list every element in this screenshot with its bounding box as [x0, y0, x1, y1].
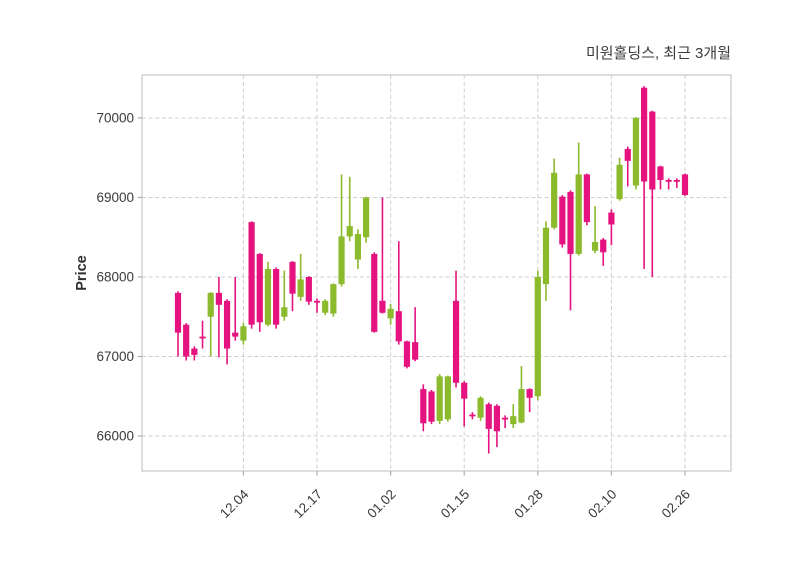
candle [542, 221, 550, 301]
candle [485, 402, 492, 454]
candle [510, 404, 517, 429]
candle [608, 209, 615, 246]
candle [362, 196, 370, 243]
candle [264, 261, 272, 327]
candle [232, 276, 239, 341]
candle [477, 396, 484, 421]
candle [354, 229, 362, 270]
y-tick-label: 68000 [96, 269, 134, 284]
y-tick-label: 70000 [96, 110, 134, 125]
candle [313, 298, 321, 313]
x-tick-label: 01.15 [438, 487, 473, 522]
candle [649, 110, 656, 277]
candle [273, 267, 280, 329]
candle [240, 323, 247, 345]
y-axis-title: Price [74, 255, 90, 290]
x-tick-label: 01.28 [511, 487, 546, 522]
y-tick-label: 67000 [96, 349, 134, 364]
candle [444, 375, 451, 422]
candle [387, 304, 394, 325]
candle [567, 190, 574, 311]
x-tick-label: 12.17 [291, 487, 326, 522]
x-tick-label: 01.02 [364, 487, 399, 522]
y-tick-label: 69000 [96, 190, 134, 205]
candle [526, 388, 533, 413]
candle [461, 381, 468, 427]
x-tick-label: 02.26 [659, 487, 694, 522]
candle [183, 323, 190, 361]
candle [665, 178, 672, 190]
candle [657, 165, 664, 190]
candle [346, 176, 353, 242]
axes: 66000 67000 68000 69000 70000 12.04 12.17 01.02… [96, 110, 693, 521]
candle [395, 241, 402, 345]
candle [624, 146, 631, 187]
candle [501, 415, 509, 429]
plot-frame [141, 74, 732, 472]
candle [281, 270, 288, 321]
candle [174, 291, 182, 357]
candle [591, 206, 599, 254]
candle [403, 340, 411, 369]
candle [428, 389, 435, 425]
candle [248, 221, 255, 329]
candle [305, 276, 312, 305]
x-tick-label: 12.04 [217, 486, 252, 521]
candle [338, 174, 345, 287]
candle [322, 299, 329, 316]
candle [469, 412, 476, 420]
candle [223, 299, 231, 365]
candle [412, 307, 419, 362]
candle-series [174, 86, 689, 454]
candle [600, 238, 607, 266]
candle [436, 373, 443, 425]
candle [583, 173, 590, 226]
candle [681, 173, 689, 196]
candle [289, 261, 296, 312]
y-tick-label: 66000 [96, 429, 134, 444]
candle [534, 270, 541, 401]
candle [641, 86, 648, 270]
chart-title: 미원홀딩스, 최근 3개월 [585, 45, 731, 62]
candle [207, 292, 214, 357]
candle [551, 158, 558, 230]
candle [575, 142, 582, 256]
candle [518, 366, 525, 424]
candle [191, 346, 198, 361]
candle [199, 320, 206, 349]
candle [632, 117, 640, 190]
candle [297, 253, 304, 301]
candle [330, 283, 337, 317]
candle [452, 270, 460, 388]
candle [215, 276, 222, 358]
candle [379, 197, 386, 314]
candle [420, 384, 427, 432]
x-tick-label: 02.10 [585, 487, 620, 522]
candle [559, 195, 566, 248]
gridlines [142, 75, 731, 471]
candle [371, 252, 378, 333]
candle [256, 253, 263, 332]
candle [616, 157, 623, 201]
candle [493, 404, 501, 448]
candle [673, 178, 680, 188]
